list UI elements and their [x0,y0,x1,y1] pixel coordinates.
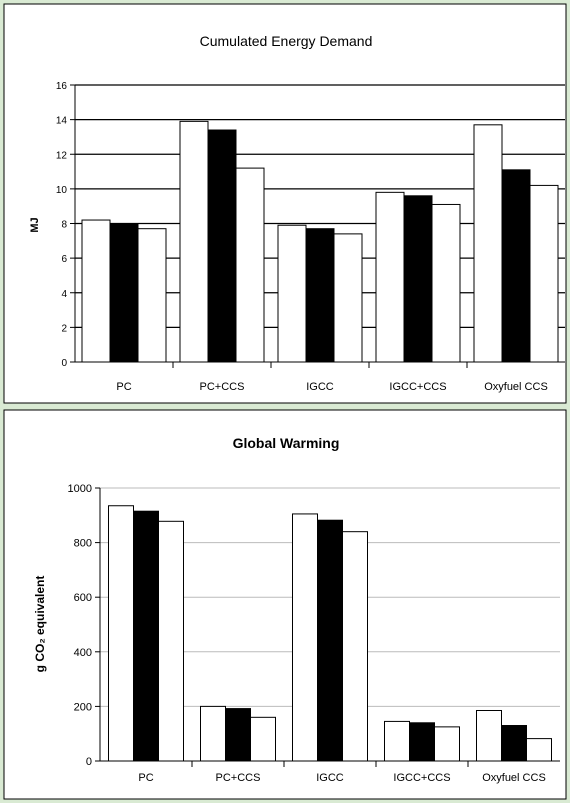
y-tick-label: 600 [74,592,92,604]
bar [375,191,405,363]
bar [409,722,435,762]
y-tick-label: 8 [61,220,67,231]
y-tick-label: 400 [74,647,92,659]
y-tick-label: 16 [56,81,68,92]
y-tick-label: 14 [56,116,68,127]
bar [333,233,363,363]
bar [277,224,307,363]
bar [108,505,134,762]
y-tick-label: 4 [61,289,67,300]
y-tick-label: 6 [61,254,67,265]
bar [158,520,184,762]
bar [109,223,139,363]
bar [526,738,552,762]
y-tick-label: 2 [61,323,67,334]
x-category-label: PC+CCS [200,381,245,393]
bar [292,513,318,762]
y-tick-label: 12 [56,150,68,161]
y-tick-label: 10 [56,185,68,196]
bar [81,219,111,363]
y-tick-label: 1000 [68,483,92,495]
bar [133,510,159,762]
bar [473,124,503,363]
energy-y-axis-label: MJ [29,217,41,232]
y-tick-label: 0 [61,358,67,369]
y-tick-label: 0 [86,756,92,768]
x-category-label: Oxyfuel CCS [484,381,548,393]
x-category-label: Oxyfuel CCS [482,772,546,784]
bar [476,709,502,762]
bar [317,519,343,762]
x-category-label: IGCC [316,772,344,784]
bar [137,228,167,363]
bar [342,531,368,762]
x-category-label: PC [138,772,153,784]
bar [403,195,433,363]
x-category-label: PC+CCS [216,772,261,784]
bar [434,726,460,762]
bar [529,184,559,363]
bar [225,708,251,762]
bar [200,705,226,762]
bar [235,167,265,363]
x-category-label: PC [116,381,131,393]
bar [250,716,276,762]
bar [305,228,335,363]
bar [501,169,531,363]
bar [501,725,527,762]
energy-chart-title: Cumulated Energy Demand [200,33,373,49]
warming-y-axis-label: g CO₂ equivalent [33,576,47,673]
bar [384,720,410,762]
warming-chart-title: Global Warming [233,435,340,451]
y-tick-label: 800 [74,538,92,550]
x-category-label: IGCC [306,381,334,393]
global-warming-chart: Global Warming g CO₂ equivalent 0 200 400 6… [3,409,567,800]
y-tick-label: 200 [74,701,92,713]
energy-demand-chart: Cumulated Energy Demand MJ 0 2 4 6 8 10 12 14 16… [3,3,567,404]
bar [179,120,209,363]
bar [431,203,461,363]
x-category-label: IGCC+CCS [389,381,446,393]
bar [207,129,237,363]
x-category-label: IGCC+CCS [393,772,450,784]
